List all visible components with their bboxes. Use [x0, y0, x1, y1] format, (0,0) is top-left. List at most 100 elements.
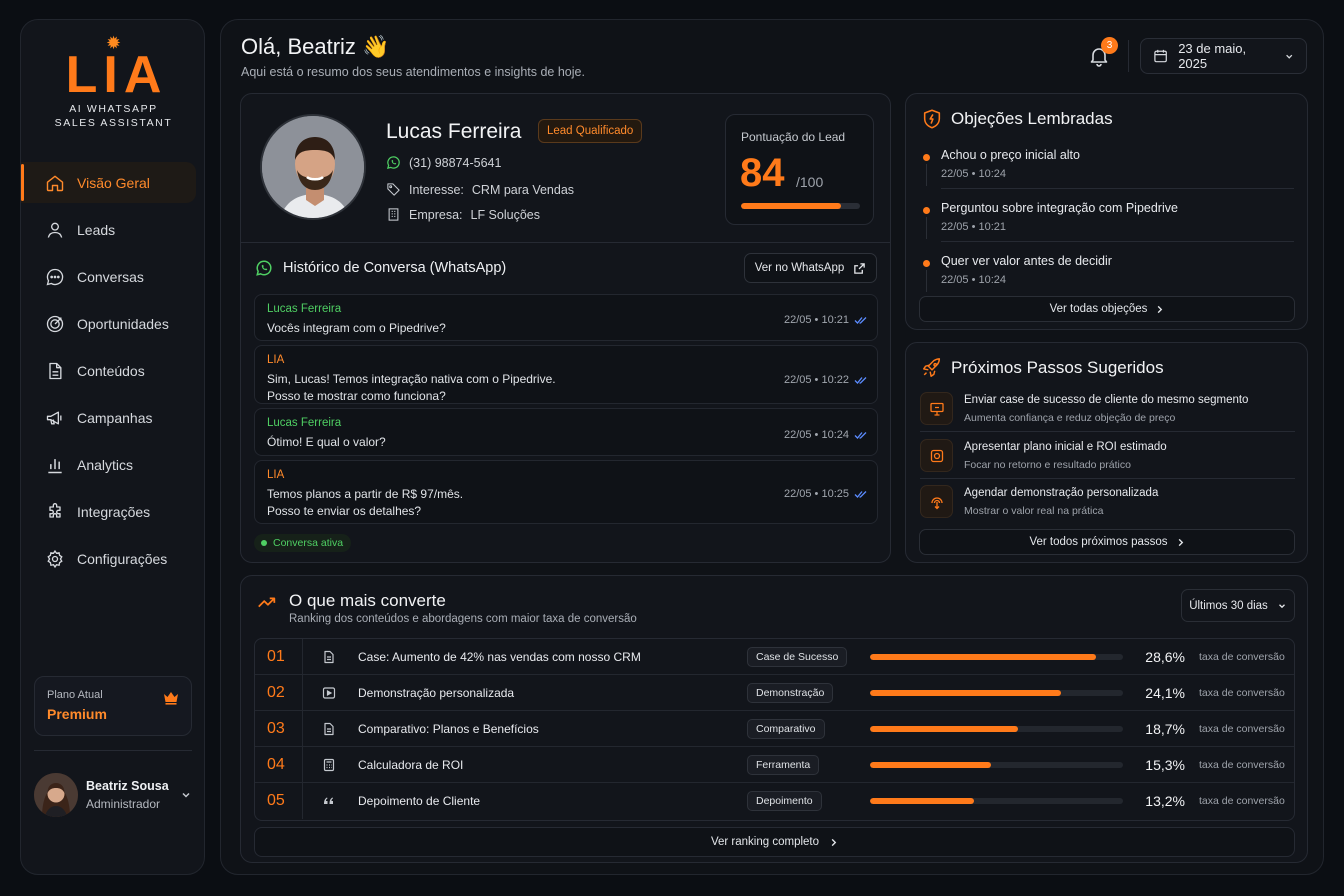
coin-icon	[930, 449, 944, 463]
rank-bar-fill	[870, 726, 1018, 732]
rank-percentage: 18,7%	[1145, 721, 1185, 737]
sidebar-item-oportunidades[interactable]: Oportunidades	[21, 303, 196, 344]
table-row[interactable]: 04 Calculadora de ROI Ferramenta 15,3% t…	[255, 747, 1294, 783]
double-check-icon	[854, 317, 867, 324]
objection-text: Perguntou sobre integração com Pipedrive	[941, 201, 1178, 215]
rank-name: Demonstração personalizada	[358, 686, 515, 700]
rank-name: Case: Aumento de 42% nas vendas com noss…	[358, 650, 641, 664]
lead-panel: Lucas Ferreira Lead Qualificado (31) 988…	[240, 93, 891, 563]
rank-number: 01	[267, 648, 285, 665]
megaphone-icon	[46, 411, 62, 424]
rank-rate-label: taxa de conversão	[1199, 723, 1285, 735]
period-select[interactable]: Últimos 30 dias	[1181, 589, 1295, 622]
next-step-item[interactable]: Apresentar plano inicial e ROI estimado …	[920, 436, 1295, 479]
rank-tag: Case de Sucesso	[747, 647, 848, 667]
sidebar-item-label: Visão Geral	[77, 174, 150, 191]
rank-bar	[870, 798, 1123, 804]
objection-time: 22/05 • 10:21	[941, 221, 1007, 233]
history-title: Histórico de Conversa (WhatsApp)	[283, 260, 507, 276]
sidebar-item-label: Leads	[77, 221, 116, 238]
tag-icon	[387, 183, 400, 196]
target-icon	[46, 315, 64, 332]
whatsapp-icon	[386, 156, 400, 170]
header-divider	[1128, 40, 1129, 72]
message-item: Lucas Ferreira Vocês integram com o Pipe…	[254, 294, 878, 341]
sidebar-item-visao-geral[interactable]: Visão Geral	[21, 162, 196, 203]
user-icon	[47, 222, 63, 238]
objections-title: Objeções Lembradas	[951, 109, 1113, 128]
lead-phone-row: (31) 98874-5641	[386, 155, 501, 170]
logo-wordmark: LIA	[65, 46, 168, 104]
lead-phone[interactable]: (31) 98874-5641	[409, 155, 502, 170]
next-step-item[interactable]: Enviar case de sucesso de cliente do mes…	[920, 389, 1295, 432]
rank-tag: Ferramenta	[747, 755, 820, 775]
sidebar-divider	[34, 750, 192, 751]
calendar-icon	[1154, 49, 1167, 63]
period-select-value: Últimos 30 dias	[1189, 599, 1268, 612]
table-row[interactable]: 02 Demonstração personalizada Demonstraç…	[255, 675, 1294, 711]
rank-number: 04	[267, 756, 285, 773]
table-row[interactable]: 03 Comparativo: Planos e Benefícios Comp…	[255, 711, 1294, 747]
rank-tag: Comparativo	[747, 719, 825, 739]
sidebar-item-integracoes[interactable]: Integrações	[21, 491, 196, 532]
rank-percentage: 15,3%	[1145, 757, 1185, 773]
sidebar-item-label: Oportunidades	[77, 315, 169, 332]
open-whatsapp-button[interactable]: Ver no WhatsApp	[744, 253, 877, 283]
sidebar-item-campanhas[interactable]: Campanhas	[21, 397, 196, 438]
cursor-click-icon	[931, 497, 943, 510]
item-divider	[920, 478, 1295, 479]
next-step-title: Agendar demonstração personalizada	[964, 487, 1159, 499]
rank-number: 02	[267, 684, 285, 701]
rank-bar-fill	[870, 762, 991, 768]
view-full-ranking-button[interactable]: Ver ranking completo	[254, 827, 1295, 857]
company-label: Empresa:	[409, 207, 463, 222]
next-step-item[interactable]: Agendar demonstração personalizada Mostr…	[920, 482, 1295, 524]
rank-tag: Demonstração	[747, 683, 834, 703]
objection-time: 22/05 • 10:24	[941, 168, 1007, 180]
item-divider	[920, 431, 1295, 432]
message-author: Lucas Ferreira	[267, 303, 342, 315]
rank-rate-label: taxa de conversão	[1199, 687, 1285, 699]
next-step-title: Enviar case de sucesso de cliente do mes…	[964, 394, 1249, 406]
rank-bar	[870, 726, 1123, 732]
open-whatsapp-label: Ver no WhatsApp	[754, 262, 845, 274]
table-row[interactable]: 05 Depoimento de Cliente Depoimento 13,2…	[255, 783, 1294, 819]
avatar	[34, 773, 78, 817]
sidebar-item-conteudos[interactable]: Conteúdos	[21, 350, 196, 391]
chevron-down-icon	[1278, 603, 1285, 608]
next-step-subtitle: Aumenta confiança e reduz objeção de pre…	[964, 412, 1176, 424]
puzzle-icon	[49, 502, 61, 518]
sidebar-item-label: Integrações	[77, 503, 151, 520]
date-picker[interactable]: 23 de maio, 2025	[1140, 38, 1307, 74]
rank-name: Calculadora de ROI	[358, 758, 464, 772]
logo-tagline-1: AI WHATSAPP	[69, 103, 158, 115]
chevron-down-icon[interactable]	[180, 789, 192, 801]
plan-value: Premium	[47, 706, 107, 722]
document-icon	[324, 650, 334, 664]
main-content: Olá, Beatriz 👋 Aqui está o resumo dos se…	[220, 19, 1324, 875]
document-icon	[324, 722, 334, 736]
lead-avatar	[260, 114, 366, 220]
sidebar-item-conversas[interactable]: Conversas	[21, 256, 196, 297]
user-name: Beatriz Sousa	[86, 779, 169, 793]
sidebar-item-leads[interactable]: Leads	[21, 209, 196, 250]
sidebar-nav: Visão Geral Leads Conversas Oportunidade…	[21, 162, 206, 585]
table-row[interactable]: 01 Case: Aumento de 42% nas vendas com n…	[255, 639, 1294, 675]
crown-icon	[164, 692, 178, 705]
item-divider	[941, 188, 1294, 189]
plan-card[interactable]: Plano Atual Premium	[34, 676, 192, 736]
rank-name: Depoimento de Cliente	[358, 794, 481, 808]
user-menu[interactable]: Beatriz Sousa Administrador	[34, 772, 192, 818]
page-subtitle: Aqui está o resumo dos seus atendimentos…	[241, 65, 585, 79]
chevron-right-icon	[1158, 305, 1163, 313]
view-all-next-steps-button[interactable]: Ver todos próximos passos	[919, 529, 1295, 555]
calculator-icon	[323, 758, 335, 772]
objection-text: Quer ver valor antes de decidir	[941, 254, 1112, 268]
lead-name: Lucas Ferreira	[386, 120, 522, 143]
sidebar-item-analytics[interactable]: Analytics	[21, 444, 196, 485]
lead-company-row: Empresa: LF Soluções	[386, 207, 540, 222]
quote-icon	[324, 797, 334, 804]
sidebar-item-configuracoes[interactable]: Configurações	[21, 538, 196, 579]
view-all-objections-button[interactable]: Ver todas objeções	[919, 296, 1295, 322]
timeline-dot	[923, 207, 930, 214]
